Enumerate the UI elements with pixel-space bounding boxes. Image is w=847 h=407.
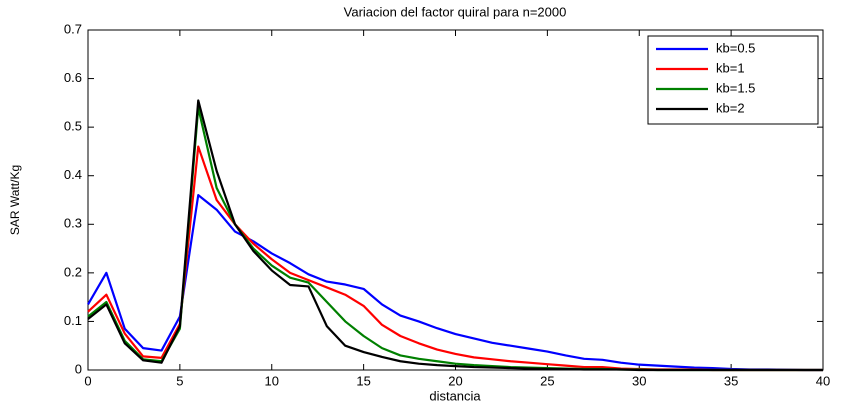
x-tick-label: 15 [356, 373, 370, 388]
chart-title: Variacion del factor quiral para n=2000 [344, 4, 567, 19]
x-tick-label: 25 [540, 373, 554, 388]
data-line [87, 194, 823, 372]
legend-label: kb=1.5 [716, 80, 755, 95]
y-tick-label: 0.6 [64, 70, 82, 85]
legend-label: kb=1 [716, 60, 745, 75]
y-tick-label: 0.5 [64, 119, 82, 134]
y-tick-label: 0.2 [64, 264, 82, 279]
y-tick-label: 0.4 [64, 167, 82, 182]
legend-label: kb=0.5 [716, 40, 755, 55]
y-axis-label: SAR Watt/Kg [8, 165, 22, 235]
x-tick-label: 40 [816, 373, 830, 388]
y-tick-label: 0.1 [64, 313, 82, 328]
legend-label: kb=2 [716, 100, 745, 115]
y-tick-label: 0.7 [64, 21, 82, 36]
y-tick-label: 0 [75, 361, 82, 376]
x-axis-label: distancia [429, 388, 481, 403]
x-tick-label: 0 [84, 373, 91, 388]
x-tick-label: 5 [176, 373, 183, 388]
x-tick-label: 10 [265, 373, 279, 388]
x-tick-label: 30 [632, 373, 646, 388]
data-line [87, 99, 823, 372]
x-tick-label: 20 [448, 373, 462, 388]
y-tick-label: 0.3 [64, 216, 82, 231]
x-tick-label: 35 [724, 373, 738, 388]
